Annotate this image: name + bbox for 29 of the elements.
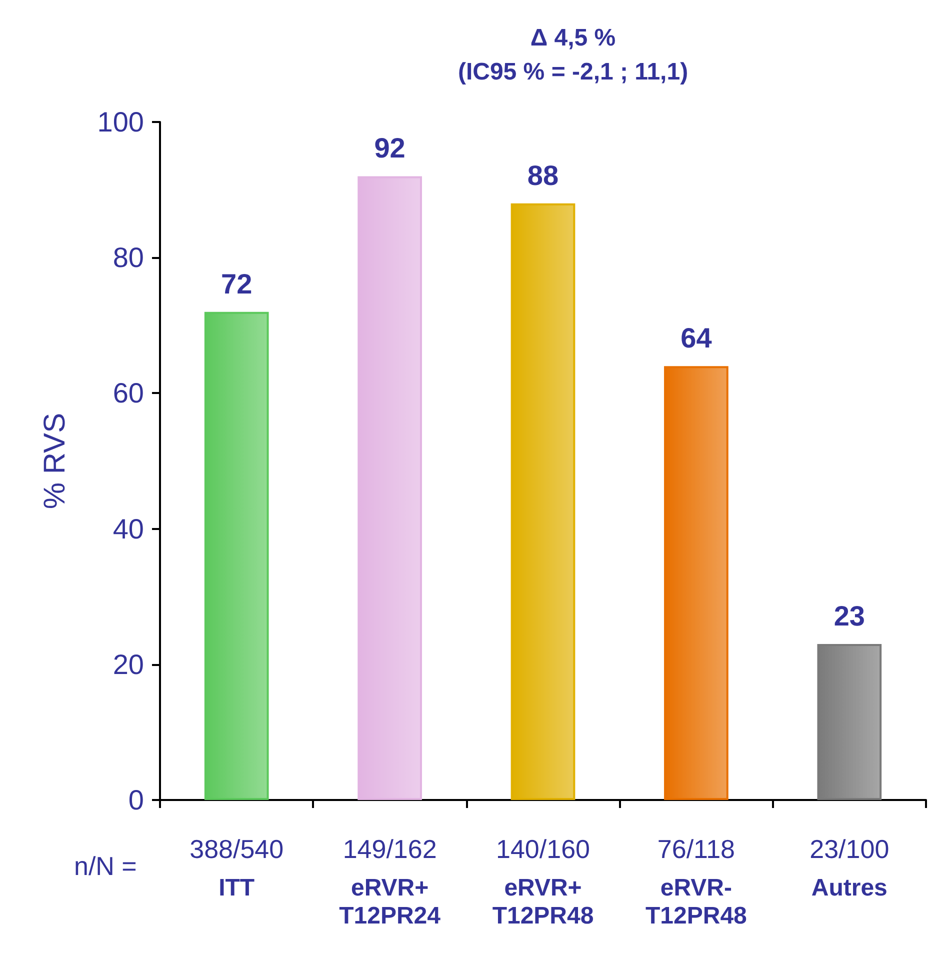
x-tick-label: eRVR+ T12PR24 bbox=[339, 874, 442, 930]
data-label: 72 bbox=[221, 268, 252, 300]
y-tick-label: 60 bbox=[112, 378, 144, 409]
bar bbox=[817, 644, 882, 800]
x-tick-label: eRVR+ T12PR48 bbox=[492, 874, 594, 930]
bar bbox=[664, 366, 728, 800]
y-tick-label: 100 bbox=[97, 106, 144, 138]
y-axis-title: % RVS bbox=[38, 412, 72, 510]
data-label: 88 bbox=[527, 160, 559, 191]
text: 23/100 bbox=[810, 834, 890, 864]
text: 140/160 bbox=[496, 834, 590, 864]
x-tick-label: eRVR- T12PR48 bbox=[646, 874, 747, 930]
x-tick-label: ITT bbox=[218, 874, 255, 902]
y-tick-label: 80 bbox=[112, 242, 144, 274]
y-tick-label: 20 bbox=[112, 648, 144, 680]
chart-title: Δ 4,5 % (IC95 % = -2,1 ; 11,1) bbox=[458, 24, 688, 86]
text: 388/540 bbox=[190, 834, 284, 864]
y-tick-label: 0 bbox=[128, 784, 144, 816]
data-label: 92 bbox=[374, 132, 406, 164]
x-tick-label: Autres bbox=[811, 874, 888, 902]
bar bbox=[510, 203, 576, 800]
text: n/N = bbox=[74, 851, 137, 881]
bar bbox=[204, 312, 269, 800]
data-label: 64 bbox=[680, 322, 712, 354]
text: 76/118 bbox=[657, 834, 735, 864]
data-label: 23 bbox=[834, 600, 865, 632]
text: 149/162 bbox=[342, 834, 437, 864]
y-tick-label: 40 bbox=[112, 513, 144, 544]
bar bbox=[358, 176, 422, 800]
